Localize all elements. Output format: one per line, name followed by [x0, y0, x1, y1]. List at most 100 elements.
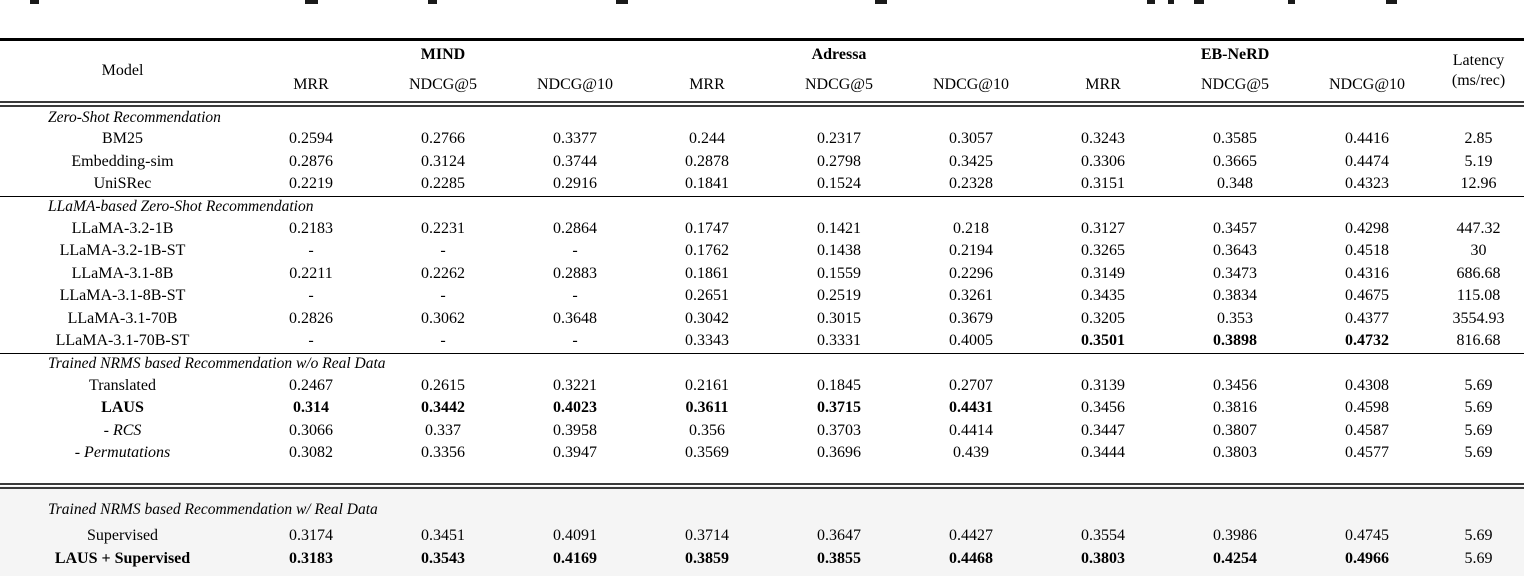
latency-cell: 447.32: [1456, 219, 1501, 237]
metric-cell: 0.3139: [1081, 376, 1126, 394]
metric-cell: 0.4577: [1345, 444, 1390, 462]
section-title-row: LLaMA-based Zero-Shot Recommendation: [0, 196, 1524, 218]
model-cell: Translated: [89, 376, 156, 394]
metric-cell: 0.3243: [1081, 130, 1126, 148]
section-title-row: Zero-Shot Recommendation: [0, 104, 1524, 128]
metric-cell: 0.3425: [949, 152, 994, 170]
latency-cell: 5.69: [1464, 527, 1493, 544]
metric-cell: 0.3569: [685, 444, 729, 462]
metric-cell: 0.3643: [1213, 242, 1258, 260]
metric-cell: 0.2211: [289, 264, 333, 282]
metric-cell: 0.3855: [817, 550, 861, 567]
model-cell: LLaMA-3.1-8B-ST: [59, 287, 186, 305]
group-header-row: Model MIND Adressa EB-NeRD Latency (ms/r…: [0, 39, 1524, 107]
metric-cell: 0.3456: [1081, 399, 1126, 417]
latency-cell: 115.08: [1456, 287, 1501, 305]
metric-cell: 0.3442: [421, 399, 465, 417]
metric-cell: 0.1559: [817, 264, 861, 282]
group-header-mind: MIND: [420, 46, 466, 63]
metric-cell: 0.4732: [1345, 332, 1390, 350]
table-row: LLaMA-3.2-1B 0.2183 0.2231 0.2864 0.1747 0.14…: [0, 218, 1524, 241]
metric-cell: 0.3585: [1213, 130, 1258, 148]
table-section: Zero-Shot Recommendation BM25 0.2594 0.2766…: [0, 104, 1524, 196]
metric-cell: 0.3082: [289, 444, 333, 462]
metric-cell: 0.353: [1217, 309, 1254, 327]
metric-cell: 0.4323: [1345, 175, 1390, 193]
metric-cell: 0.3343: [685, 332, 729, 350]
latency-cell: 686.68: [1456, 264, 1501, 282]
metric-cell: 0.3986: [1213, 527, 1258, 544]
model-cell: LAUS + Supervised: [54, 550, 191, 567]
metric-cell: 0.1762: [685, 242, 729, 260]
results-table: Model MIND Adressa EB-NeRD Latency (ms/r…: [0, 38, 1524, 576]
metric-cell: 0.2916: [553, 175, 597, 193]
col-header-ndcg10-adressa: NDCG@10: [905, 69, 1038, 107]
metric-cell: 0.3457: [1213, 219, 1258, 237]
model-cell: - Permutations: [74, 444, 171, 462]
model-cell: LLaMA-3.1-70B: [67, 309, 178, 327]
metric-cell: 0.3066: [289, 421, 333, 439]
metric-cell: 0.3807: [1213, 421, 1258, 439]
metric-cell: 0.2878: [685, 152, 729, 170]
metric-cell: 0.3062: [421, 309, 465, 327]
metric-cell: 0.3715: [817, 399, 861, 417]
metric-cell: 0.4414: [949, 421, 994, 439]
metric-cell: 0.3221: [553, 376, 597, 394]
table-row: Translated 0.2467 0.2615 0.3221 0.2161 0.1845…: [0, 375, 1524, 398]
table-row: Supervised 0.3174 0.3451 0.4091 0.3714 0.3647…: [0, 525, 1524, 548]
table-row: Embedding-sim 0.2876 0.3124 0.3744 0.2878 0.2…: [0, 151, 1524, 174]
model-cell: Supervised: [86, 527, 159, 544]
metric-cell: 0.3456: [1213, 376, 1258, 394]
metric-cell: -: [572, 242, 578, 260]
model-cell: BM25: [102, 130, 143, 148]
metric-cell: 0.3149: [1081, 264, 1126, 282]
metric-cell: 0.3015: [817, 309, 861, 327]
metric-cell: 0.2594: [289, 130, 333, 148]
model-cell: UniSRec: [93, 175, 152, 193]
metric-cell: 0.337: [425, 421, 461, 439]
metric-cell: 0.3834: [1213, 287, 1258, 305]
section-title-row: Trained NRMS based Recommendation w/ Rea…: [0, 486, 1524, 525]
table-row: LLaMA-3.1-70B 0.2826 0.3062 0.3648 0.3042 0.3…: [0, 308, 1524, 331]
metric-cell: 0.4745: [1345, 527, 1390, 544]
model-cell: Embedding-sim: [71, 152, 174, 170]
metric-cell: 0.3647: [817, 527, 861, 544]
metric-cell: 0.439: [953, 444, 990, 462]
metric-cell: 0.2262: [421, 264, 465, 282]
table-section: LLaMA-based Zero-Shot Recommendation LLaM…: [0, 196, 1524, 353]
metric-cell: 0.4254: [1213, 550, 1258, 567]
metric-cell: 0.3714: [685, 527, 729, 544]
metric-cell: 0.3543: [421, 550, 465, 567]
latency-cell: 5.69: [1464, 421, 1493, 439]
caption-fragment: [30, 0, 39, 4]
col-header-mrr-mind: MRR: [245, 69, 377, 107]
caption-fragment: [616, 0, 628, 4]
caption-fragment: [875, 0, 887, 4]
metric-cell: 0.3611: [685, 399, 729, 417]
metric-cell: 0.4518: [1345, 242, 1390, 260]
metric-cell: 0.3451: [421, 527, 465, 544]
metric-cell: 0.4431: [949, 399, 994, 417]
metric-cell: 0.4091: [553, 527, 597, 544]
metric-cell: 0.4427: [949, 527, 994, 544]
latency-cell: 5.19: [1464, 152, 1493, 170]
table-row: LLaMA-3.1-8B-ST - - - 0.2651 0.2519 0.3261 0.34…: [0, 285, 1524, 308]
metric-cell: 0.3306: [1081, 152, 1126, 170]
metric-cell: 0.3816: [1213, 399, 1258, 417]
metric-cell: 0.2296: [949, 264, 994, 282]
metric-cell: 0.4966: [1345, 550, 1390, 567]
latency-cell: 30: [1470, 242, 1487, 260]
section-title: Zero-Shot Recommendation: [48, 108, 221, 126]
metric-cell: 0.2317: [817, 130, 861, 148]
metric-cell: 0.3124: [421, 152, 465, 170]
caption-fragment: [1147, 0, 1155, 4]
metric-cell: 0.3803: [1213, 444, 1258, 462]
metric-cell: 0.3703: [817, 421, 861, 439]
latency-cell: 2.85: [1464, 130, 1493, 148]
metric-cell: 0.4416: [1345, 130, 1390, 148]
metric-cell: 0.314: [293, 399, 329, 417]
metric-cell: 0.1841: [685, 175, 729, 193]
metric-cell: 0.2707: [949, 376, 994, 394]
col-header-ndcg5-ebnerd: NDCG@5: [1169, 69, 1302, 107]
